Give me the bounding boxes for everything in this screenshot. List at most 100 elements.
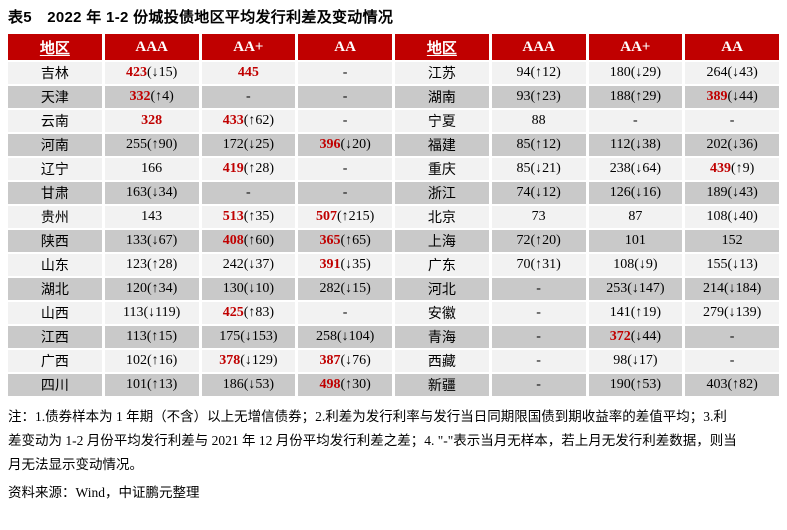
region-cell: 西藏 xyxy=(395,350,489,372)
value-cell: 112(↓38) xyxy=(588,134,683,156)
value-cell: 396(↓20) xyxy=(298,134,392,156)
region-cell: 广西 xyxy=(8,350,102,372)
spread-value: 74 xyxy=(516,185,531,200)
region-cell: 北京 xyxy=(395,206,489,228)
value-cell: 155(↓13) xyxy=(685,254,779,276)
value-cell: - xyxy=(201,86,296,108)
value-cell: 507(↑215) xyxy=(298,206,392,228)
value-cell: 328 xyxy=(104,110,199,132)
spread-change: (↓147) xyxy=(627,281,665,296)
source-line: 资料来源：Wind，中证鹏元整理 xyxy=(8,485,200,500)
value-cell: 85(↑12) xyxy=(491,134,586,156)
table-row: 辽宁 166 419(↑28) - 重庆 85(↓21) 238(↓64) 439(↑9) xyxy=(8,158,779,180)
value-cell: 113(↑15) xyxy=(104,326,199,348)
value-cell: - xyxy=(298,182,392,204)
spread-value-highlighted: 513 xyxy=(222,209,244,224)
spread-value-highlighted: 439 xyxy=(709,161,731,176)
spread-change: (↑23) xyxy=(530,89,561,104)
spread-change: (↑30) xyxy=(340,377,371,392)
value-cell: 88 xyxy=(491,110,586,132)
value-cell: - xyxy=(491,350,586,372)
spread-change: (↑34) xyxy=(146,281,178,296)
spread-value: 238 xyxy=(609,161,631,176)
table-row: 山西 113(↓119) 425(↑83) - 安徽 -141(↑19) 279(↓139) xyxy=(8,302,779,324)
spread-change: (↓40) xyxy=(727,209,758,224)
spread-value: 98 xyxy=(613,353,628,368)
spread-change: (↓29) xyxy=(630,65,662,80)
value-cell: 180(↓29) xyxy=(588,62,683,84)
region-cell: 浙江 xyxy=(395,182,489,204)
table-row: 江西 113(↑15) 175(↓153) 258(↓104) 青海 -372(↓44) - xyxy=(8,326,779,348)
spread-value-highlighted: 445 xyxy=(237,65,259,80)
spread-change: (↓34) xyxy=(146,185,178,200)
spread-value: - xyxy=(342,89,348,104)
spread-change: (↑13) xyxy=(146,377,178,392)
notes-block: 注：1.债券样本为 1 年期（不含）以上无增信债券；2.利差为发行利率与发行当日… xyxy=(8,405,779,477)
spread-value-highlighted: 507 xyxy=(315,209,337,224)
spread-change: (↑31) xyxy=(530,257,561,272)
spread-table: 地区 AAA AA+ AA 地区 AAA AA+ AA 吉林 423(↓15) 44… xyxy=(5,32,782,398)
value-cell: - xyxy=(685,350,779,372)
spread-change: (↑65) xyxy=(340,233,371,248)
region-cell: 河北 xyxy=(395,278,489,300)
value-cell: 87 xyxy=(588,206,683,228)
spread-change: (↑4) xyxy=(150,89,174,104)
spread-value: 189 xyxy=(706,185,728,200)
value-cell: 408(↑60) xyxy=(201,230,296,252)
spread-value: - xyxy=(729,353,735,368)
spread-value: - xyxy=(342,113,348,128)
value-cell: 133(↓67) xyxy=(104,230,199,252)
value-cell: 242(↓37) xyxy=(201,254,296,276)
spread-change: (↑16) xyxy=(146,353,178,368)
spread-value: 163 xyxy=(125,185,147,200)
spread-value: 93 xyxy=(516,89,531,104)
value-cell: 152 xyxy=(685,230,779,252)
value-cell: 423(↓15) xyxy=(104,62,199,84)
value-cell: 332(↑4) xyxy=(104,86,199,108)
value-cell: 143 xyxy=(104,206,199,228)
spread-change: (↓13) xyxy=(727,257,758,272)
value-cell: 120(↑34) xyxy=(104,278,199,300)
region-cell: 吉林 xyxy=(8,62,102,84)
spread-change: (↑90) xyxy=(146,137,178,152)
spread-value: 72 xyxy=(516,233,531,248)
region-cell: 天津 xyxy=(8,86,102,108)
spread-value: 202 xyxy=(706,137,728,152)
spread-value: - xyxy=(342,185,348,200)
spread-change: (↑60) xyxy=(243,233,275,248)
spread-value: 85 xyxy=(516,161,531,176)
spread-change: (↓139) xyxy=(723,305,762,320)
spread-change: (↓43) xyxy=(727,185,758,200)
table-row: 四川 101(↑13) 186(↓53) 498(↑30) 新疆 -190(↑53) 403… xyxy=(8,374,779,396)
spread-value: - xyxy=(536,281,541,296)
spread-change: (↓43) xyxy=(727,65,758,80)
region-cell: 湖南 xyxy=(395,86,489,108)
spread-value: 88 xyxy=(531,113,546,128)
value-cell: 166 xyxy=(104,158,199,180)
value-cell: 126(↓16) xyxy=(588,182,683,204)
spread-value: 253 xyxy=(606,281,628,296)
spread-value: 264 xyxy=(706,65,728,80)
spread-change: (↓184) xyxy=(723,281,762,296)
value-cell: 70(↑31) xyxy=(491,254,586,276)
spread-change: (↑28) xyxy=(146,257,178,272)
region-cell: 河南 xyxy=(8,134,102,156)
header-aaa-left: AAA xyxy=(104,34,199,60)
note-line-3: 月无法显示变动情况。 xyxy=(8,457,143,472)
spread-value: 73 xyxy=(531,209,546,224)
spread-change: (↓53) xyxy=(243,377,275,392)
value-cell: 282(↓15) xyxy=(298,278,392,300)
region-cell: 云南 xyxy=(8,110,102,132)
note-line-2: 差变动为 1-2 月份平均发行利差与 2021 年 12 月份平均发行利差之差；… xyxy=(8,433,737,448)
spread-value-highlighted: 328 xyxy=(141,113,163,128)
header-aa-right: AA xyxy=(685,34,779,60)
spread-change: (↑12) xyxy=(530,65,561,80)
region-cell: 贵州 xyxy=(8,206,102,228)
value-cell: 72(↑20) xyxy=(491,230,586,252)
spread-value: 102 xyxy=(125,353,147,368)
spread-change: (↓104) xyxy=(336,329,375,344)
spread-change: (↓129) xyxy=(240,353,278,368)
value-cell: 425(↑83) xyxy=(201,302,296,324)
value-cell: - xyxy=(491,326,586,348)
table-row: 天津 332(↑4) - - 湖南 93(↑23) 188(↑29) 389(↓44) xyxy=(8,86,779,108)
